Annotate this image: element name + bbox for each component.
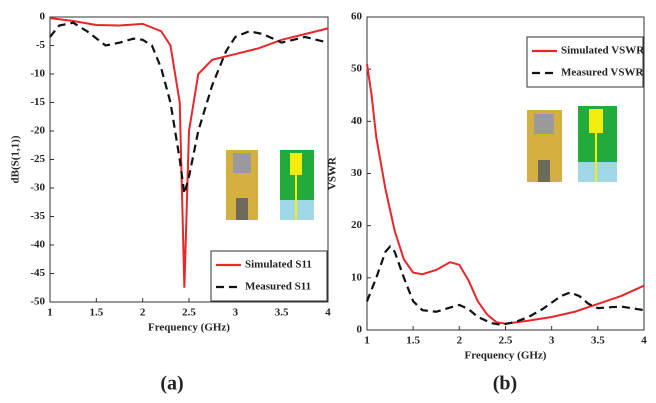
y-tick-label: -5	[36, 39, 46, 51]
x-tick-label: 1.5	[406, 335, 420, 347]
y-tick-label: -15	[30, 96, 45, 108]
x-tick-label: 3	[233, 307, 239, 319]
legend-label: Simulated VSWR	[561, 45, 645, 57]
legend-label: Measured VSWR	[561, 67, 644, 79]
legend-label: Simulated S11	[245, 259, 312, 271]
x-tick-label: 4	[325, 307, 331, 319]
legend-label: Measured S11	[245, 281, 311, 293]
series-line	[365, 244, 645, 326]
x-axis-label: Frequency (GHz)	[148, 322, 230, 334]
antenna-photos-b	[527, 106, 617, 182]
feed-line	[595, 133, 597, 182]
y-tick-label: -20	[30, 125, 45, 137]
caption: (b)	[493, 373, 517, 395]
plot: 0 10 20 30 40 50 60 1 1.5 2 2.5 3 3.5 4 Frequency (GHz…	[327, 11, 648, 395]
y-tick-label: -45	[30, 267, 45, 279]
x-tick-label: 1	[364, 335, 370, 347]
x-tick-label: 3.5	[591, 335, 605, 347]
connector	[538, 160, 550, 182]
y-tick-label: 30	[351, 167, 363, 179]
y-tick-label: 40	[351, 115, 363, 127]
plot: 0 -5 -10 -15 -20 -25 -30 -35 -40 -45 -501 1.5 2 2.5 3 3…	[10, 11, 332, 395]
y-tick-label: -50	[30, 296, 45, 308]
y-tick-label: 0	[40, 11, 46, 23]
antenna-patch	[534, 114, 554, 134]
series-line	[49, 21, 329, 194]
antenna-photos-a	[226, 150, 314, 220]
feed-line	[295, 175, 297, 220]
x-tick-label: 1.5	[89, 307, 103, 319]
y-axis-label: dB(S(1,1))	[10, 135, 22, 183]
ground-plane	[578, 162, 617, 182]
legend-box	[526, 36, 644, 88]
caption: (a)	[160, 373, 183, 395]
y-tick-label: 60	[351, 11, 363, 23]
y-axis-label: VSWR	[327, 156, 339, 190]
y-tick-label: -10	[30, 68, 45, 80]
y-tick-label: -30	[30, 182, 45, 194]
x-tick-label: 3	[549, 335, 555, 347]
antenna-patch	[233, 153, 251, 173]
x-tick-label: 3.5	[275, 307, 289, 319]
y-tick-label: 10	[351, 271, 363, 283]
y-tick-label: -35	[30, 210, 45, 222]
x-tick-label: 2.5	[182, 307, 196, 319]
legend-box	[210, 250, 328, 302]
y-tick-label: 0	[357, 324, 363, 336]
connector	[236, 198, 248, 220]
x-tick-label: 1	[47, 307, 53, 319]
y-tick-label: 50	[351, 63, 363, 75]
x-axis-label: Frequency (GHz)	[465, 350, 547, 362]
series-line	[366, 63, 645, 325]
x-tick-label: 2	[140, 307, 146, 319]
layout-patch	[589, 109, 603, 133]
x-tick-label: 2.5	[499, 335, 513, 347]
y-tick-label: -25	[30, 153, 45, 165]
x-tick-label: 4	[641, 335, 647, 347]
layout-patch	[290, 153, 302, 175]
y-tick-label: 20	[351, 219, 363, 231]
y-tick-label: -40	[30, 239, 45, 251]
x-tick-label: 2	[457, 335, 463, 347]
series-line	[49, 17, 329, 288]
